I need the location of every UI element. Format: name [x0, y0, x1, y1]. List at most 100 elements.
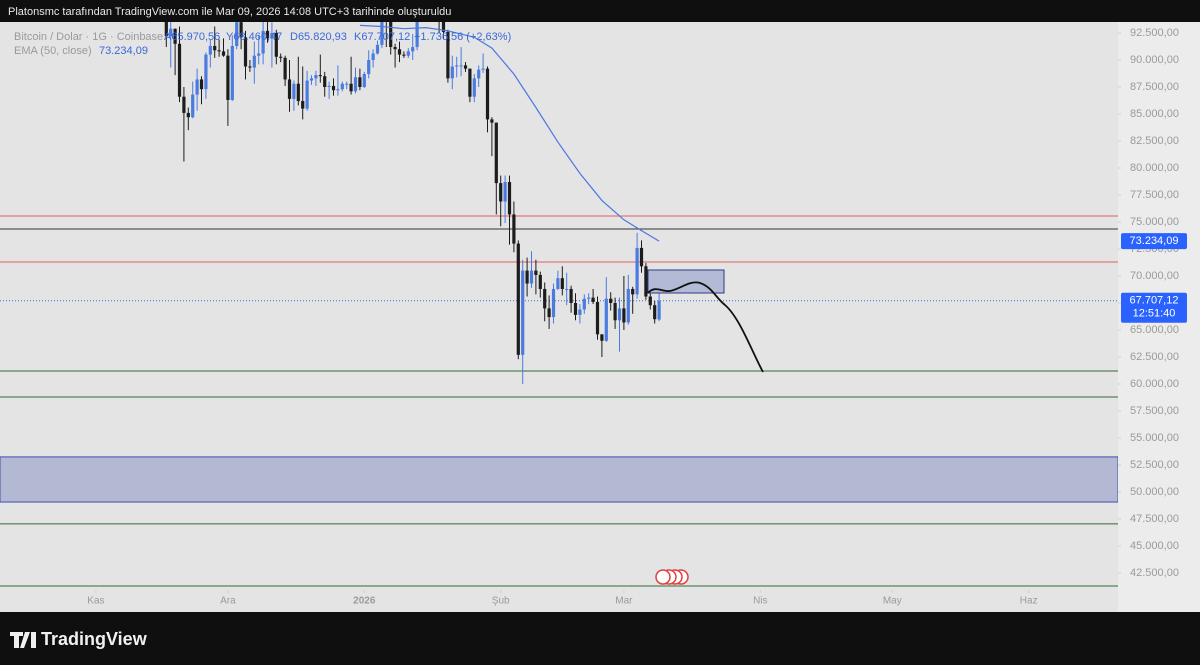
candle-body	[314, 75, 318, 79]
candle-body	[472, 78, 476, 97]
candle-body	[327, 85, 331, 87]
projection-curve	[647, 281, 764, 373]
candle-body	[507, 182, 512, 215]
candle-body	[191, 94, 195, 118]
candle-body	[653, 305, 657, 320]
candle-body	[617, 308, 622, 321]
candle-body	[543, 288, 547, 309]
chart-background	[0, 22, 1200, 612]
candle-body	[362, 74, 366, 87]
plot	[0, 22, 1118, 587]
zone	[0, 456, 1118, 503]
candle-body	[177, 43, 182, 97]
candle-body	[235, 22, 239, 46]
candle-body	[204, 54, 208, 90]
candle-body	[565, 288, 569, 290]
candle-body	[296, 83, 300, 102]
y-tick-label: 70.000,00	[1130, 270, 1179, 282]
ohlc-change: +1.736,56 (+2,63%)	[414, 31, 511, 43]
candle-body	[393, 47, 397, 50]
candle-body	[309, 78, 314, 81]
candle-body	[318, 75, 322, 77]
candle-body	[657, 300, 661, 320]
candle-body	[213, 45, 217, 51]
attribution: Platonsmc tarafından TradingView.com ile…	[8, 6, 451, 18]
x-tick-label: Nis	[753, 596, 767, 607]
candle-body	[375, 44, 380, 54]
candle-body	[512, 214, 516, 244]
candle-body	[195, 79, 199, 95]
candle-body	[499, 183, 503, 202]
candle-body	[301, 101, 305, 109]
y-tick-label: 65.000,00	[1130, 324, 1179, 336]
candle-body	[283, 57, 287, 80]
candle-body	[441, 22, 446, 32]
candle-body	[274, 32, 278, 57]
y-tick-label: 85.000,00	[1130, 108, 1179, 120]
event-icon	[655, 569, 671, 585]
ema-value: 73.234,09	[99, 45, 148, 57]
candle-body	[305, 80, 309, 109]
candle-body	[248, 66, 252, 68]
last-price-label: 67.707,12	[1130, 295, 1179, 307]
event-icons	[655, 569, 689, 585]
candle-body	[587, 297, 591, 299]
candle-body	[490, 119, 494, 123]
candle-body	[243, 37, 248, 67]
candle-body	[521, 270, 525, 355]
candle-body	[217, 50, 221, 52]
candle-body	[463, 65, 468, 69]
x-tick-label: May	[883, 596, 902, 607]
candle-body	[380, 22, 384, 45]
candle-body	[221, 51, 226, 56]
candle-body	[415, 22, 419, 48]
candle-body	[477, 69, 481, 79]
candle-body	[199, 79, 204, 90]
candle-body	[292, 83, 296, 99]
x-tick-label: Haz	[1020, 596, 1038, 607]
candle-body	[600, 334, 604, 341]
candle-body	[367, 59, 371, 75]
candle-body	[455, 65, 459, 67]
candle-body	[279, 56, 283, 58]
candle-body	[270, 32, 274, 39]
countdown-label: 12:51:40	[1133, 308, 1176, 320]
candle-body	[358, 77, 362, 87]
candle-body	[591, 297, 595, 302]
ema-name: EMA (50, close)	[14, 45, 92, 57]
candle-body	[459, 65, 463, 67]
candle-body	[635, 247, 639, 295]
candle-body	[349, 83, 353, 92]
candle-body	[569, 288, 573, 303]
candle-body	[644, 266, 648, 297]
y-tick-label: 55.000,00	[1130, 432, 1179, 444]
candle-body	[257, 53, 261, 56]
candle-body	[525, 270, 529, 284]
candle-body	[265, 30, 270, 39]
candle-body	[230, 45, 234, 100]
candle-body	[578, 309, 582, 315]
candle-body	[371, 53, 375, 60]
candle-body	[331, 85, 336, 91]
candle-body	[529, 270, 534, 284]
y-tick-label: 82.500,00	[1130, 135, 1179, 147]
candle-body	[604, 298, 608, 341]
ema-badge-label: 73.234,09	[1130, 235, 1179, 247]
candle-body	[622, 308, 626, 323]
candle-body	[547, 308, 551, 318]
y-tick-label: 62.500,00	[1130, 351, 1179, 363]
candle-body	[226, 55, 230, 100]
candle-body	[446, 31, 450, 79]
candle-body	[556, 278, 560, 289]
candle-body	[261, 30, 265, 54]
candle-body	[573, 302, 578, 315]
y-tick-label: 57.500,00	[1130, 405, 1179, 417]
candle-body	[582, 298, 586, 310]
candle-body	[560, 278, 564, 289]
y-tick-label: 80.000,00	[1130, 162, 1179, 174]
candle-body	[609, 298, 613, 303]
y-tick-label: 92.500,00	[1130, 27, 1179, 39]
y-tick-label: 42.500,00	[1130, 567, 1179, 579]
